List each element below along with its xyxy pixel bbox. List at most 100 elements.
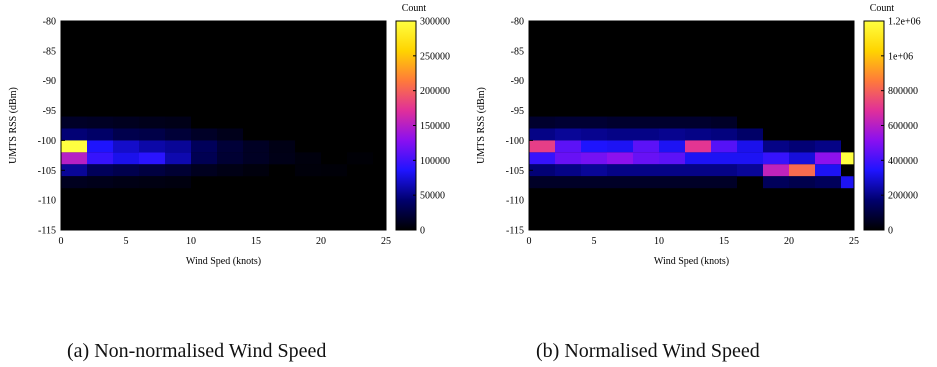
colorbar-tick-label: 600000 (888, 121, 918, 132)
y-tick-label: -95 (511, 106, 524, 117)
y-tick-label: -90 (43, 76, 56, 87)
y-tick-label: -90 (511, 76, 524, 87)
heatmap-panel-b: 0 5 10 15 20 25 -80 -85 -90 -95 -100 -105 -110 -115 Wi… (468, 0, 936, 367)
heatmap-cell (737, 152, 763, 165)
y-tick-label: -105 (506, 166, 524, 177)
heatmap-panel-a: 0 5 10 15 20 25 -80 -85 -90 -95 -100 -105 -110 -115 Wi… (0, 0, 468, 367)
heatmap-cell (269, 152, 295, 165)
heatmap-cell (61, 164, 87, 177)
heatmap-cell (659, 140, 685, 153)
x-tick-label: 25 (849, 236, 859, 247)
colorbar-tick-label: 200000 (420, 86, 450, 97)
heatmap-cell (165, 176, 191, 189)
heatmap-cell (529, 128, 555, 141)
heatmap-cell (139, 116, 165, 129)
y-tick-label: -110 (38, 196, 56, 207)
heatmap-cell (581, 140, 607, 153)
heatmap-cell (555, 140, 581, 153)
heatmap-cell (815, 140, 841, 153)
heatmap-chart-a: 0 5 10 15 20 25 -80 -85 -90 -95 -100 -105 -110 -115 Wi… (8, 3, 450, 267)
y-tick-label: -110 (506, 196, 524, 207)
heatmap-cell (737, 128, 763, 141)
heatmap-cell (581, 152, 607, 165)
x-tick-label: 15 (251, 236, 261, 247)
heatmap-cells (529, 116, 854, 189)
heatmap-cell (841, 152, 854, 165)
y-tick-label: -80 (43, 17, 56, 28)
colorbar-tick-label: 400000 (888, 156, 918, 167)
heatmap-cell (763, 152, 789, 165)
heatmap-cell (87, 164, 113, 177)
heatmap-cell (581, 176, 607, 189)
heatmap-cell (815, 152, 841, 165)
heatmap-cell (581, 116, 607, 129)
heatmap-cell (529, 152, 555, 165)
heatmap-cell (113, 176, 139, 189)
heatmap-cell (659, 176, 685, 189)
heatmap-cell (685, 116, 711, 129)
heatmap-cell (87, 176, 113, 189)
heatmap-cell (191, 152, 217, 165)
heatmap-cell (763, 176, 789, 189)
heatmap-cell (711, 140, 737, 153)
heatmap-cell (633, 176, 659, 189)
heatmap-chart-b: 0 5 10 15 20 25 -80 -85 -90 -95 -100 -105 -110 -115 Wi… (476, 3, 921, 267)
heatmap-cell (659, 116, 685, 129)
x-tick-label: 5 (592, 236, 597, 247)
heatmap-cell (555, 152, 581, 165)
heatmap-cell (737, 140, 763, 153)
x-tick-label: 20 (316, 236, 326, 247)
heatmap-cell (113, 164, 139, 177)
heatmap-cell (217, 128, 243, 141)
heatmap-cell (529, 164, 555, 177)
heatmap-cell (191, 140, 217, 153)
heatmap-cell (607, 152, 633, 165)
heatmap-cell (191, 164, 217, 177)
heatmap-cell (763, 140, 789, 153)
plot-frame (60, 20, 387, 231)
heatmap-cell (685, 176, 711, 189)
heatmap-cell (347, 152, 373, 165)
heatmap-cell (165, 116, 191, 129)
y-axis-label: UMTS RSS (dBm) (8, 87, 19, 164)
colorbar-tick-label: 50000 (420, 191, 445, 202)
heatmap-cell (815, 164, 841, 177)
colorbar-tick-label: 1e+06 (888, 51, 913, 62)
heatmap-cell (113, 140, 139, 153)
heatmap-cells (61, 116, 373, 189)
heatmap-cell (87, 116, 113, 129)
y-tick-label: -100 (38, 136, 56, 147)
heatmap-cell (711, 176, 737, 189)
heatmap-cell (529, 116, 555, 129)
heatmap-cell (711, 164, 737, 177)
x-tick-label: 10 (186, 236, 196, 247)
heatmap-cell (685, 140, 711, 153)
heatmap-cell (217, 164, 243, 177)
heatmap-cell (555, 128, 581, 141)
heatmap-cell (113, 128, 139, 141)
heatmap-cell (711, 116, 737, 129)
y-tick-label: -105 (38, 166, 56, 177)
heatmap-cell (685, 128, 711, 141)
x-tick-label: 5 (124, 236, 129, 247)
heatmap-cell (607, 164, 633, 177)
heatmap-cell (243, 140, 269, 153)
y-tick-label: -115 (38, 226, 56, 237)
colorbar-tick-label: 0 (420, 226, 425, 237)
x-tick-label: 15 (719, 236, 729, 247)
heatmap-cell (165, 164, 191, 177)
colorbar-title: Count (870, 3, 895, 14)
x-tick-label: 25 (381, 236, 391, 247)
heatmap-cell (529, 176, 555, 189)
heatmap-cell (87, 152, 113, 165)
heatmap-cell (165, 128, 191, 141)
heatmap-cell (295, 164, 321, 177)
heatmap-cell (61, 116, 87, 129)
heatmap-cell (139, 164, 165, 177)
colorbar-tick-label: 200000 (888, 191, 918, 202)
y-tick-label: -80 (511, 17, 524, 28)
x-tick-label: 10 (654, 236, 664, 247)
plot-frame (528, 20, 855, 231)
heatmap-cell (581, 164, 607, 177)
heatmap-cell (581, 128, 607, 141)
